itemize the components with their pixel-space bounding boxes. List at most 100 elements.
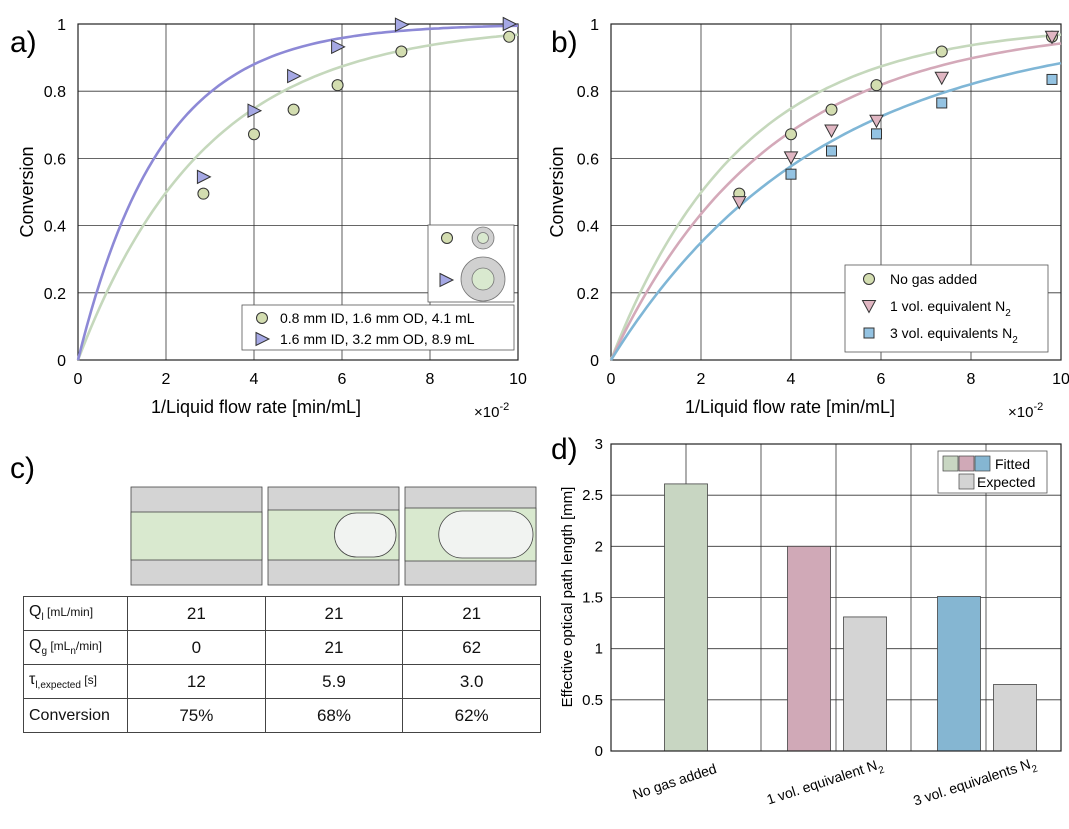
table-cell: 75% xyxy=(127,698,266,733)
chart-a-legend-entry: 0.8 mm ID, 1.6 mm OD, 4.1 mL xyxy=(280,310,475,326)
panel-label-b: b) xyxy=(551,26,578,59)
chart-d-y-tick-label: 3 xyxy=(595,436,603,453)
chart-d-category-label: No gas added xyxy=(631,760,719,802)
chart-d-legend-swatch xyxy=(958,473,975,490)
liquid-channel xyxy=(130,511,263,561)
chart-d-legend-swatch xyxy=(974,455,991,472)
table-cell: 12 xyxy=(127,664,266,699)
chart-a-data-point xyxy=(196,169,212,185)
chart-d-y-tick-label: 2.5 xyxy=(582,487,603,504)
chart-b-x-multiplier: ×10-2 xyxy=(1008,401,1043,421)
chart-a-y-axis-label: Conversion xyxy=(17,146,37,237)
table-row-label: Ql [mL/min] xyxy=(23,596,128,631)
flow-schematic xyxy=(130,486,537,586)
chart-b-legend-entry: 1 vol. equivalent N2 xyxy=(890,298,1011,319)
chart-b-data-point xyxy=(785,168,797,180)
chart-a-x-multiplier: ×10-2 xyxy=(474,401,509,421)
chart-a-legend-entry: 1.6 mm ID, 3.2 mm OD, 8.9 mL xyxy=(280,331,475,347)
chart-b-plot-frame xyxy=(610,23,1062,361)
chart-b-data-point xyxy=(783,151,799,165)
table-cell: 0 xyxy=(127,630,266,665)
chart-a-y-tick-label: 0 xyxy=(57,353,66,370)
table-row: Conversion 75% 68% 62% xyxy=(23,698,541,733)
chart-a-data-point xyxy=(287,68,302,84)
table-row: τl,expected [s] 12 5.9 3.0 xyxy=(23,664,541,699)
chart-a-fit-line xyxy=(76,24,519,361)
chart-b-y-tick-label: 0.8 xyxy=(577,84,599,101)
chart-a-x-tick-label: 8 xyxy=(426,371,435,388)
chart-b-data-point xyxy=(934,71,950,86)
table-cell: 21 xyxy=(127,596,266,631)
chart-d-category-label: 1 vol. equivalent N2 xyxy=(765,755,887,812)
table-row-label: Conversion xyxy=(23,698,128,733)
table-cell: 21 xyxy=(264,630,404,665)
chart-a-y-tick-label: 0.2 xyxy=(44,286,66,303)
chart-a-y-tick-label: 0.4 xyxy=(44,219,66,236)
chart-b-x-tick-label: 0 xyxy=(607,371,616,388)
chart-b-data-point xyxy=(935,45,948,58)
chart-b-y-tick-label: 0.2 xyxy=(577,286,599,303)
chart-a-x-tick-label: 4 xyxy=(250,371,259,388)
chart-d-legend-entry: Expected xyxy=(977,474,1035,490)
chart-b-y-tick-label: 0.6 xyxy=(577,151,599,168)
chart-d-bar xyxy=(843,616,887,752)
chart-a-data-point xyxy=(503,30,516,43)
chart-b-data-point xyxy=(936,97,948,109)
chart-b-x-axis-label: 1/Liquid flow rate [min/mL] xyxy=(685,397,895,417)
chart-a-data-point xyxy=(331,39,346,55)
chart-a-data-point xyxy=(287,103,300,116)
chart-b-legend-entry: No gas added xyxy=(890,271,977,287)
chart-b-legend-marker xyxy=(863,273,875,285)
chart-d-y-axis-label: Effective optical path length [mm] xyxy=(559,487,576,708)
chart-b-legend-entry: 3 vol. equivalents N2 xyxy=(890,325,1018,346)
chart-d-legend-swatch xyxy=(958,455,975,472)
gas-bubble xyxy=(438,510,534,559)
chart-b-fit-line xyxy=(609,61,1062,361)
chart-b-x-tick-label: 2 xyxy=(697,371,706,388)
chart-b-fit-line xyxy=(609,42,1062,361)
chart-a: Conversion 1/Liquid flow rate [min/mL] ×… xyxy=(17,16,527,421)
panel-label-d: d) xyxy=(551,433,578,466)
chart-d-y-tick-label: 2 xyxy=(595,538,603,555)
chart-b-y-tick-label: 0.4 xyxy=(577,219,599,236)
table-row-label: τl,expected [s] xyxy=(23,664,128,699)
chart-a-data-point xyxy=(502,16,518,32)
chart-b-data-point xyxy=(1046,73,1058,85)
table-cell: 68% xyxy=(264,698,404,733)
chart-d-y-tick-label: 1 xyxy=(595,641,603,658)
table-cell: 62% xyxy=(402,698,541,733)
chart-b-data-point xyxy=(871,128,882,140)
chart-d-y-tick-label: 0 xyxy=(595,743,603,760)
chart-a-legend-marker xyxy=(255,331,271,347)
chart-a-x-tick-label: 2 xyxy=(162,371,171,388)
chart-b-data-point xyxy=(731,196,747,210)
chart-d-bar xyxy=(937,596,981,752)
chart-a-data-point xyxy=(197,187,210,200)
gas-bubble xyxy=(334,512,397,558)
chart-a-plot-frame xyxy=(77,23,519,361)
chart-a-data-point xyxy=(331,79,344,92)
chart-b-legend-marker xyxy=(863,327,875,339)
chart-d-y-tick-label: 1.5 xyxy=(582,590,603,607)
inset-marker-small xyxy=(441,232,453,244)
panel-label-c: c) xyxy=(10,452,35,485)
chart-b-data-point xyxy=(870,79,883,92)
chart-a-legend-marker xyxy=(256,312,268,324)
chart-a-y-tick-label: 1 xyxy=(57,17,66,34)
table-cell: 5.9 xyxy=(264,664,404,699)
panel-label-a: a) xyxy=(10,26,37,59)
large-tube-bore-icon xyxy=(471,267,495,291)
conditions-table: Ql [mL/min] 21 21 21 Qg [mLn/min] 0 21 62 τl,exp… xyxy=(23,596,541,733)
chart-b-fit-line xyxy=(609,33,1062,361)
inset-marker-large xyxy=(439,272,455,288)
table-cell: 21 xyxy=(264,596,404,631)
chart-a-data-point xyxy=(248,128,260,141)
table-cell: 3.0 xyxy=(402,664,541,699)
chart-a-x-tick-label: 0 xyxy=(74,371,83,388)
chart-a-x-tick-label: 10 xyxy=(509,371,527,388)
chart-b-legend xyxy=(844,264,1049,353)
chart-b-x-tick-label: 10 xyxy=(1052,371,1069,388)
chart-d-y-tick-label: 0.5 xyxy=(582,692,603,709)
chart-d-legend-entry: Fitted xyxy=(995,456,1030,472)
